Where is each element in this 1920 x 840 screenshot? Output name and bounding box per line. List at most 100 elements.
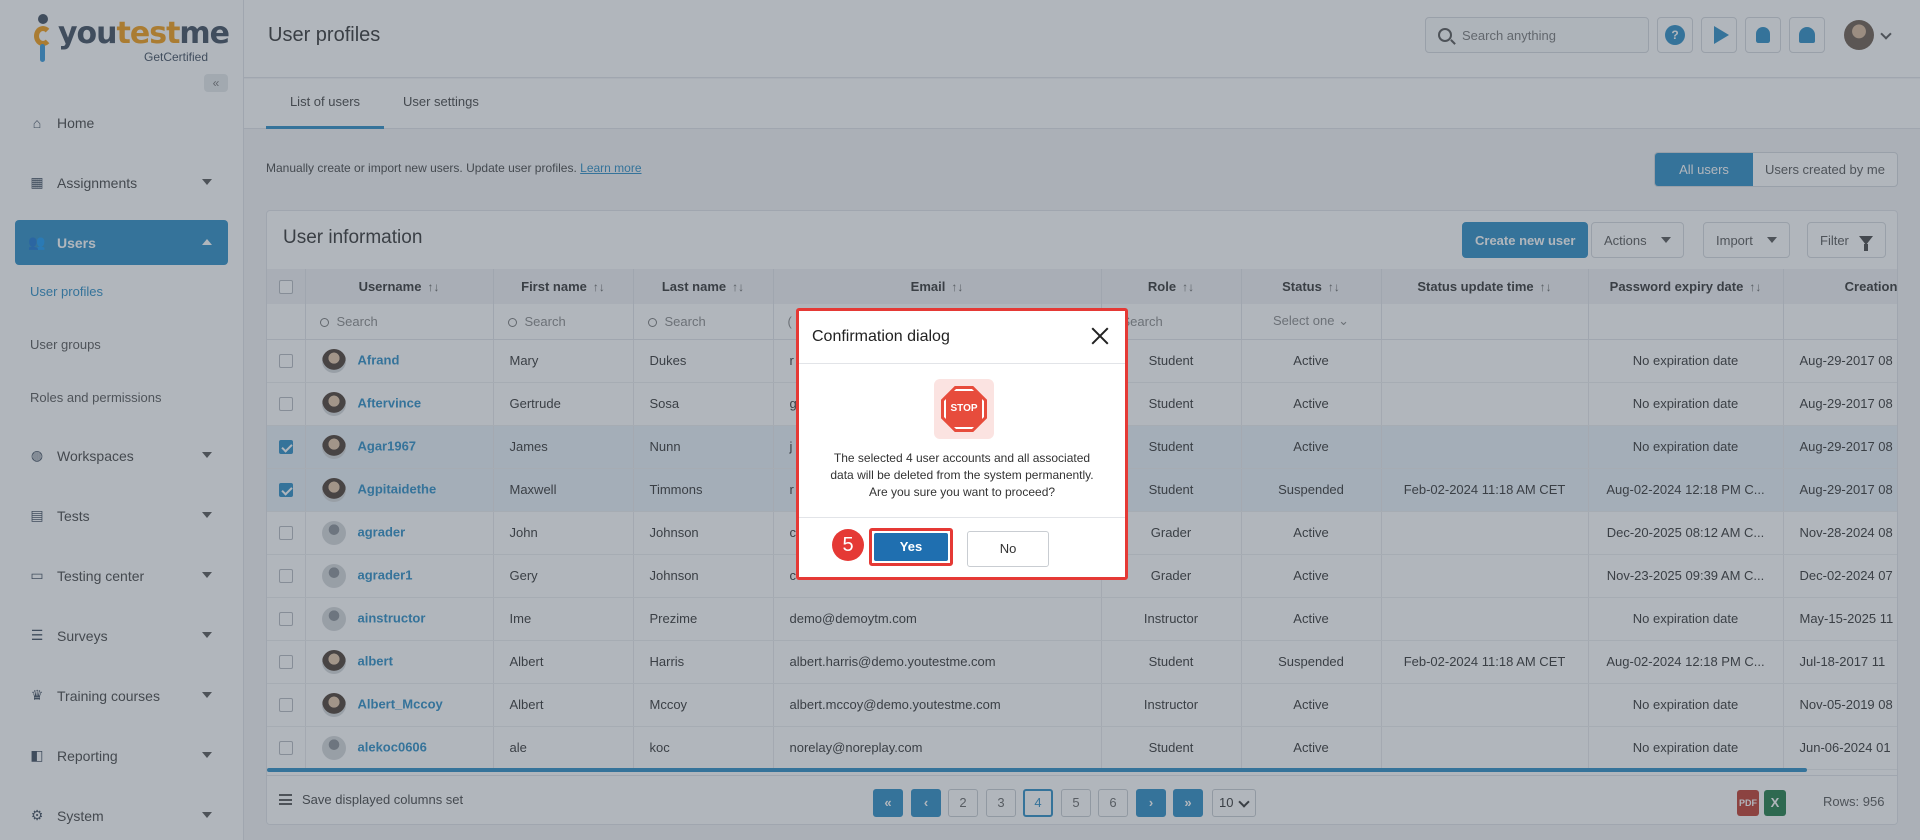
username-link[interactable]: Albert_Mccoy (357, 695, 443, 711)
username-link[interactable]: Agpitaidethe (357, 480, 437, 496)
sort-icon[interactable]: ↑↓ (951, 280, 964, 294)
surveys-icon: ☰ (30, 627, 44, 643)
username-link[interactable]: agrader1 (357, 566, 413, 582)
col-role[interactable]: Role ↑↓ (1101, 269, 1242, 304)
username-link[interactable]: alekoc0606 (357, 738, 427, 754)
yes-button[interactable]: Yes (874, 533, 948, 561)
export-pdf-icon[interactable]: PDF (1737, 790, 1759, 816)
search-icon (319, 317, 329, 327)
table-row[interactable]: ainstructor Ime Prezime demo@demoytm.com Ins… (267, 597, 1897, 641)
select-all-checkbox[interactable] (278, 280, 293, 295)
collapse-sidebar-button[interactable]: « (204, 74, 228, 92)
username-link[interactable]: albert (357, 652, 393, 668)
row-checkbox[interactable] (278, 569, 293, 584)
toggle-users-created-by-me[interactable]: Users created by me (1765, 162, 1885, 177)
page-6-button[interactable]: 6 (1098, 789, 1128, 817)
username-link[interactable]: ainstructor (357, 609, 426, 625)
prev-page-button[interactable]: ‹ (911, 789, 941, 817)
username-link[interactable]: Afrand (357, 351, 400, 367)
notifications-button[interactable] (1789, 17, 1825, 53)
username-link[interactable]: Aftervince (357, 394, 422, 410)
status-select[interactable]: Select one ⌄ (1241, 304, 1382, 340)
row-checkbox[interactable] (278, 526, 293, 541)
sort-icon[interactable]: ↑↓ (1539, 280, 1552, 294)
close-icon[interactable] (1091, 327, 1109, 345)
status-update-cell (1381, 339, 1589, 383)
global-search-input[interactable]: Search anything (1425, 17, 1649, 53)
col-username[interactable]: Username ↑↓ (305, 269, 494, 304)
username-link[interactable]: agrader (357, 523, 406, 539)
username-search-input[interactable]: Search (305, 304, 494, 340)
sidebar-item-home[interactable]: ⌂ Home (15, 100, 228, 145)
sidebar-item-testing-center[interactable]: ▭ Testing center (15, 553, 228, 598)
toggle-all-users[interactable]: All users (1655, 153, 1753, 186)
col-last-name[interactable]: Last name ↑↓ (633, 269, 774, 304)
sidebar-item-workspaces[interactable]: ◍ Workspaces (15, 433, 228, 478)
sort-icon[interactable]: ↑↓ (1327, 280, 1340, 294)
first-page-button[interactable]: « (873, 789, 903, 817)
col-email[interactable]: Email ↑↓ (773, 269, 1102, 304)
row-checkbox[interactable] (278, 698, 293, 713)
tab-user-settings[interactable]: User settings (403, 94, 479, 109)
sidebar-subitem-user-profiles[interactable]: User profiles (30, 284, 103, 299)
first-name-cell: Mary (493, 339, 634, 383)
col-creation-time[interactable]: Creation t (1783, 269, 1897, 304)
tab-list-of-users[interactable]: List of users (266, 79, 384, 129)
col-status[interactable]: Status ↑↓ (1241, 269, 1382, 304)
row-checkbox[interactable] (278, 440, 293, 455)
username-link[interactable]: Agar1967 (357, 437, 417, 453)
learn-more-link[interactable]: Learn more (580, 161, 642, 175)
sort-icon[interactable]: ↑↓ (1749, 280, 1762, 294)
next-page-button[interactable]: › (1136, 789, 1166, 817)
last-page-button[interactable]: » (1173, 789, 1203, 817)
row-checkbox[interactable] (278, 612, 293, 627)
sidebar-subitem-roles[interactable]: Roles and permissions (30, 390, 162, 405)
logo[interactable]: youtestme (30, 14, 230, 64)
support-button[interactable] (1745, 17, 1781, 53)
row-checkbox[interactable] (278, 397, 293, 412)
top-header: User profiles Search anything ? (244, 0, 1920, 78)
sidebar-item-training-courses[interactable]: ♛ Training courses (15, 673, 228, 718)
no-button[interactable]: No (967, 531, 1049, 567)
sidebar-item-assignments[interactable]: ▦ Assignments (15, 160, 228, 205)
sort-icon[interactable]: ↑↓ (427, 280, 440, 294)
video-tutorial-button[interactable] (1701, 17, 1737, 53)
sidebar-item-users[interactable]: 👥 Users (15, 220, 228, 265)
table-row[interactable]: Albert_Mccoy Albert Mccoy albert.mccoy@demo… (267, 683, 1897, 727)
page-3-button[interactable]: 3 (986, 789, 1016, 817)
horizontal-scrollbar[interactable] (267, 768, 1807, 772)
table-row[interactable]: alekoc0606 ale koc norelay@noreplay.com Stud… (267, 726, 1897, 770)
sidebar-item-surveys[interactable]: ☰ Surveys (15, 613, 228, 658)
create-new-user-button[interactable]: Create new user (1462, 222, 1589, 258)
row-checkbox[interactable] (278, 655, 293, 670)
sidebar-item-system[interactable]: ⚙ System (15, 793, 228, 838)
page-size-select[interactable]: 10 (1212, 789, 1256, 817)
table-row[interactable]: albert Albert Harris albert.harris@demo.you… (267, 640, 1897, 684)
row-checkbox[interactable] (278, 741, 293, 756)
sidebar-item-reporting[interactable]: ◧ Reporting (15, 733, 228, 778)
sidebar-subitem-user-groups[interactable]: User groups (30, 337, 101, 352)
sidebar-item-tests[interactable]: ▤ Tests (15, 493, 228, 538)
help-button[interactable]: ? (1657, 17, 1693, 53)
sort-icon[interactable]: ↑↓ (732, 280, 745, 294)
page-5-button[interactable]: 5 (1061, 789, 1091, 817)
sort-icon[interactable]: ↑↓ (1182, 280, 1195, 294)
row-checkbox[interactable] (278, 354, 293, 369)
row-checkbox[interactable] (278, 483, 293, 498)
col-password-expiry[interactable]: Password expiry date ↑↓ (1588, 269, 1784, 304)
help-icon: ? (1665, 25, 1685, 45)
page-4-button[interactable]: 4 (1023, 789, 1053, 817)
first-name-search-input[interactable]: Search (493, 304, 634, 340)
sort-icon[interactable]: ↑↓ (592, 280, 605, 294)
avatar (321, 348, 346, 373)
save-columns-button[interactable]: Save displayed columns set (279, 792, 463, 807)
export-excel-icon[interactable]: X (1764, 790, 1786, 816)
import-dropdown[interactable]: Import (1703, 222, 1790, 258)
col-status-update-time[interactable]: Status update time ↑↓ (1381, 269, 1589, 304)
user-avatar[interactable] (1844, 20, 1874, 50)
col-first-name[interactable]: First name ↑↓ (493, 269, 634, 304)
actions-dropdown[interactable]: Actions (1591, 222, 1684, 258)
filter-button[interactable]: Filter (1807, 222, 1886, 258)
page-2-button[interactable]: 2 (948, 789, 978, 817)
last-name-search-input[interactable]: Search (633, 304, 774, 340)
